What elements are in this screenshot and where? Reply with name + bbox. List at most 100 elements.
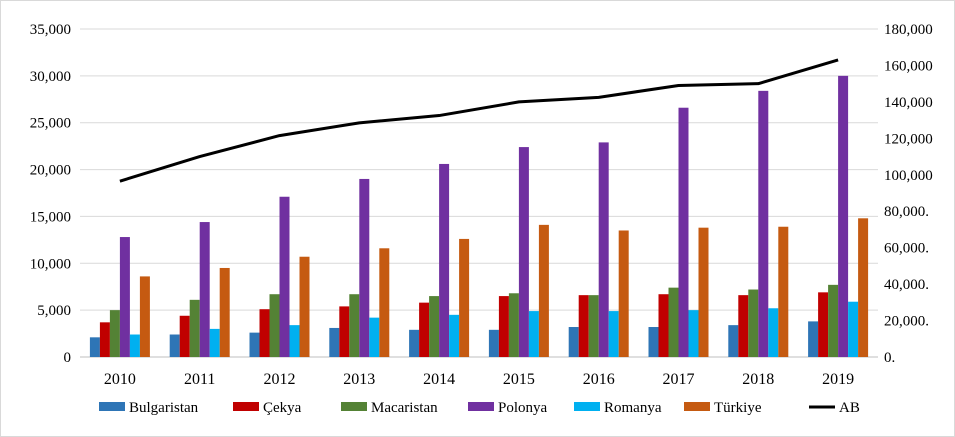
- bar: [728, 325, 739, 357]
- bars: [89, 75, 869, 357]
- legend-swatch: [341, 402, 367, 411]
- left-tick-label: 20,000: [30, 163, 71, 179]
- category-label: 2015: [503, 371, 535, 388]
- bar: [538, 224, 549, 357]
- legend-label: AB: [839, 400, 860, 416]
- left-tick-label: 25,000: [30, 116, 71, 132]
- bar: [129, 334, 140, 357]
- bar: [119, 237, 130, 357]
- legend-label: Macaristan: [371, 400, 438, 416]
- legend-swatch: [99, 402, 125, 411]
- bar: [459, 238, 470, 357]
- right-tick-label: 20,000.: [884, 314, 929, 330]
- bar: [279, 196, 290, 357]
- bar: [259, 309, 270, 357]
- bar: [439, 163, 450, 357]
- left-tick-label: 0: [64, 350, 72, 366]
- category-label: 2014: [423, 371, 455, 388]
- bar: [419, 302, 430, 357]
- bar: [109, 310, 120, 357]
- bar: [508, 293, 519, 357]
- bar: [169, 334, 180, 357]
- bar: [618, 230, 629, 357]
- bar: [858, 218, 869, 357]
- bar: [189, 299, 200, 357]
- left-tick-label: 10,000: [30, 256, 71, 272]
- bar: [99, 322, 110, 357]
- bar: [349, 294, 360, 357]
- bar: [578, 295, 589, 357]
- bar: [658, 294, 669, 357]
- right-tick-label: 60,000.: [884, 241, 929, 257]
- ab-line: [119, 58, 839, 183]
- legend-swatch: [684, 402, 710, 411]
- bar: [339, 306, 350, 357]
- bar: [838, 75, 849, 357]
- category-label: 2016: [583, 371, 615, 388]
- bar: [758, 90, 769, 357]
- category-label: 2010: [104, 371, 136, 388]
- right-tick-label: 120,000: [884, 131, 933, 147]
- bar: [698, 227, 709, 357]
- bar: [89, 337, 100, 357]
- bar: [379, 248, 390, 357]
- category-label: 2019: [822, 371, 854, 388]
- right-axis-ticks: 0. 20,000. 40,000. 60,000. 80,000. 100,000 120…: [884, 22, 933, 366]
- right-tick-label: 180,000: [884, 22, 933, 38]
- legend-swatch: [574, 402, 600, 411]
- right-tick-label: 100,000: [884, 168, 933, 184]
- right-tick-label: 140,000: [884, 95, 933, 111]
- right-tick-label: 80,000.: [884, 204, 929, 220]
- left-tick-label: 15,000: [30, 209, 71, 225]
- bar: [409, 329, 420, 357]
- bar: [289, 325, 300, 357]
- legend-swatch: [468, 402, 494, 411]
- bar: [688, 310, 699, 357]
- category-label: 2017: [663, 371, 695, 388]
- legend-label: Polonya: [498, 400, 548, 416]
- left-tick-label: 5,000: [37, 303, 71, 319]
- bar: [678, 107, 689, 357]
- category-axis-ticks: 2010 2011 2012 2013 2014 2015 2016 2017 2018 2019: [104, 371, 854, 388]
- bar: [818, 292, 829, 357]
- bar: [269, 294, 280, 357]
- bar: [219, 267, 230, 357]
- bar: [528, 311, 539, 357]
- legend-label: Bulgaristan: [129, 400, 199, 416]
- left-axis-ticks: 0 5,000 10,000 15,000 20,000 25,000 30,000 35,0…: [30, 22, 71, 366]
- left-tick-label: 30,000: [30, 69, 71, 85]
- bar: [449, 314, 460, 357]
- right-tick-label: 40,000.: [884, 277, 929, 293]
- bar: [209, 328, 220, 357]
- category-label: 2011: [184, 371, 215, 388]
- bar: [359, 178, 370, 357]
- legend-label: Çekya: [263, 400, 302, 416]
- bar: [498, 296, 509, 357]
- bar: [608, 311, 619, 357]
- bar: [748, 289, 759, 357]
- bar: [488, 329, 499, 357]
- bar: [598, 142, 609, 357]
- bar: [249, 332, 260, 357]
- bar: [429, 296, 440, 357]
- legend: Bulgaristan Çekya Macaristan Polonya Romanya…: [99, 400, 860, 416]
- right-tick-label: 160,000: [884, 58, 933, 74]
- bar: [568, 327, 579, 357]
- ab-line-path: [119, 58, 839, 183]
- bar: [588, 295, 599, 357]
- bar: [768, 308, 779, 357]
- legend-label: Romanya: [604, 400, 662, 416]
- bar: [848, 301, 859, 357]
- bar: [139, 276, 150, 357]
- bar: [738, 295, 749, 357]
- legend-swatch: [233, 402, 259, 411]
- category-label: 2012: [264, 371, 296, 388]
- right-tick-label: 0.: [884, 350, 895, 366]
- bar: [828, 284, 839, 357]
- legend-label: Türkiye: [714, 400, 762, 416]
- bar: [299, 256, 310, 357]
- category-label: 2013: [343, 371, 375, 388]
- bar: [778, 226, 789, 357]
- bar: [199, 222, 210, 357]
